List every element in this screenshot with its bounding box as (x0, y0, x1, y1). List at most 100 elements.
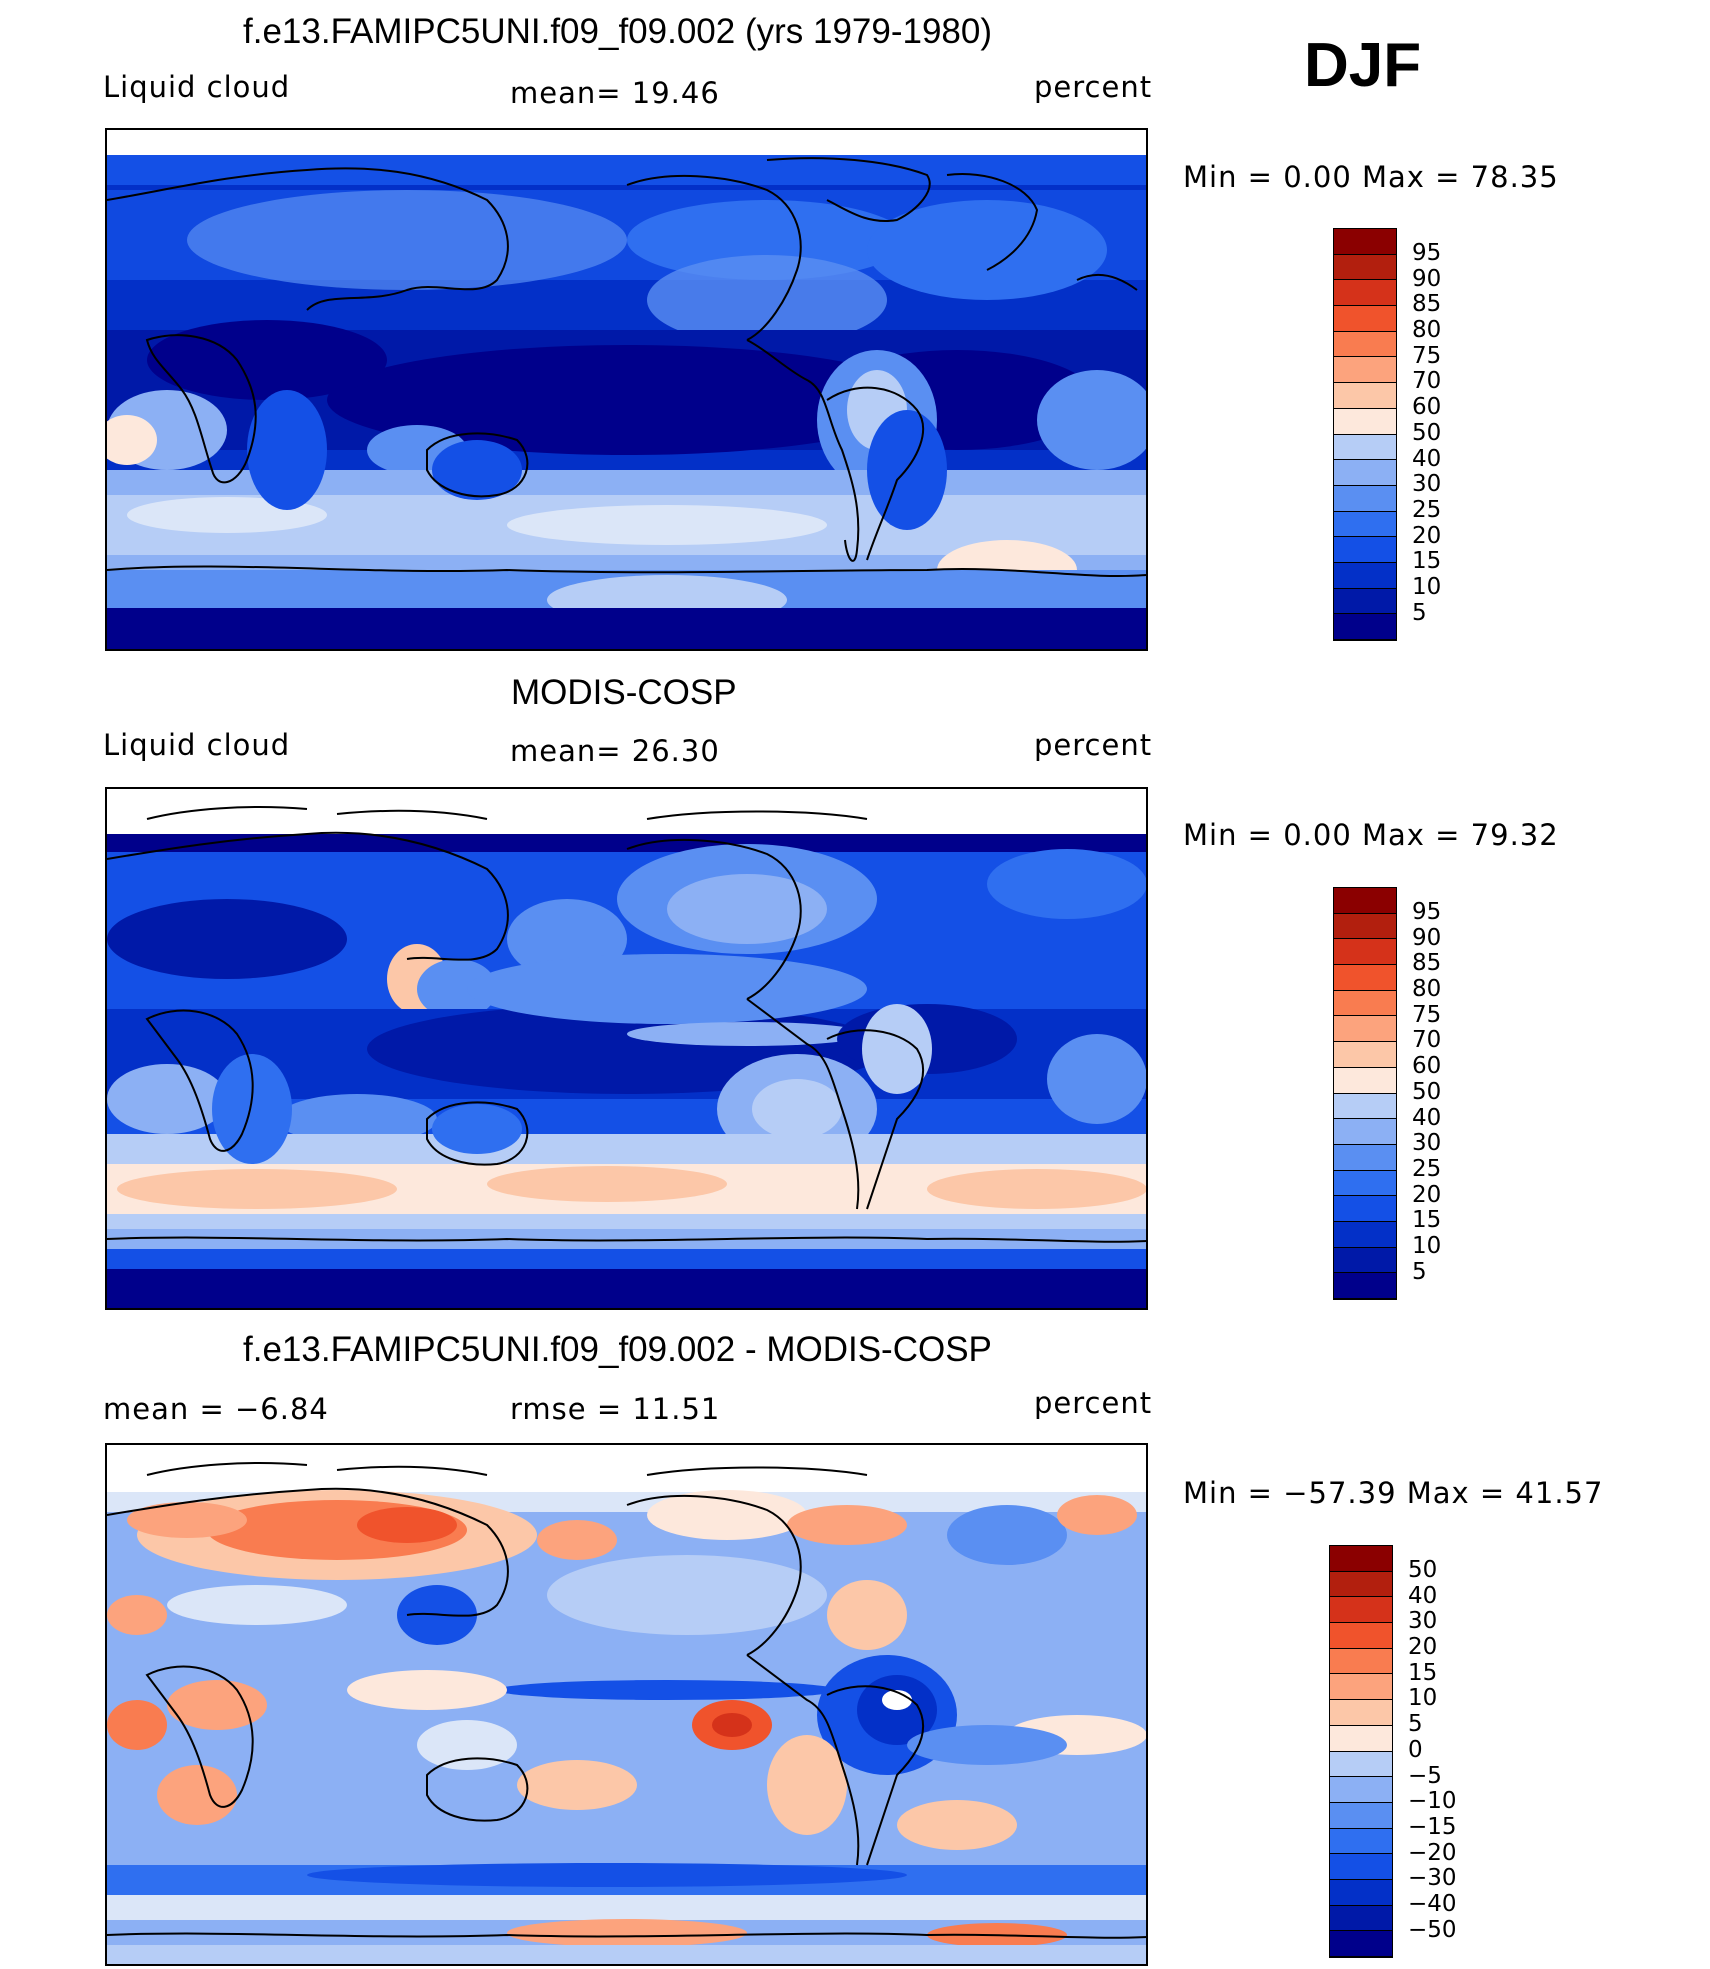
panel-1-map-field (107, 130, 1146, 649)
colorbar-swatch (1330, 1700, 1392, 1726)
colorbar-tick-label: 70 (1412, 1027, 1442, 1054)
colorbar-tick-label: 25 (1412, 1155, 1442, 1182)
colorbar-tick-label: 60 (1412, 1053, 1442, 1080)
colorbar-tick-label: 80 (1412, 317, 1442, 344)
panel-1-variable-label: Liquid cloud (103, 70, 291, 104)
colorbar-swatch (1334, 1170, 1396, 1197)
colorbar-swatch (1330, 1674, 1392, 1701)
colorbar-swatch (1334, 888, 1396, 914)
colorbar-swatch (1334, 913, 1396, 940)
panel-1-colorbar-ticks: 95 90 85 80 75 70 60 50 40 30 25 20 15 10 5 (1412, 240, 1492, 642)
colorbar-tick-label: −5 (1408, 1762, 1442, 1789)
colorbar-swatch (1330, 1905, 1392, 1932)
colorbar-swatch (1334, 229, 1396, 255)
colorbar-tick-label: 85 (1412, 291, 1442, 318)
colorbar-swatch (1334, 939, 1396, 966)
panel-3-rmse-label: rmse = 11.51 (510, 1392, 721, 1426)
colorbar-swatch (1334, 408, 1396, 435)
colorbar-swatch (1330, 1828, 1392, 1855)
colorbar-tick-label: 5 (1408, 1711, 1423, 1738)
panel-2-colorbar-ticks: 95 90 85 80 75 70 60 50 40 30 25 20 15 10 5 (1412, 899, 1492, 1301)
panel-3-title: f.e13.FAMIPC5UNI.f09_f09.002 - MODIS-COS… (243, 1330, 992, 1369)
colorbar-swatch (1330, 1571, 1392, 1598)
colorbar-tick-label: 50 (1412, 1078, 1442, 1105)
colorbar-swatch (1330, 1777, 1392, 1803)
colorbar-tick-label: 30 (1408, 1608, 1438, 1635)
panel-1-minmax: Min = 0.00 Max = 78.35 (1183, 160, 1559, 194)
panel-3-map (105, 1443, 1148, 1966)
colorbar-swatch (1330, 1597, 1392, 1624)
colorbar-tick-label: 20 (1412, 1181, 1442, 1208)
colorbar-tick-label: 15 (1412, 1207, 1442, 1234)
colorbar-tick-label: 40 (1412, 1104, 1442, 1131)
colorbar-tick-label: 75 (1412, 1001, 1442, 1028)
colorbar-tick-label: −50 (1408, 1916, 1457, 1943)
panel-1-units-label: percent (1034, 70, 1153, 104)
panel-2-units-label: percent (1034, 728, 1153, 762)
colorbar-swatch (1330, 1546, 1392, 1572)
colorbar-swatch (1330, 1931, 1392, 1957)
panel-2-map-field (107, 789, 1146, 1308)
panel-3-mean-label: mean = −6.84 (103, 1392, 329, 1426)
colorbar-swatch (1334, 1119, 1396, 1145)
colorbar-tick-label: 95 (1412, 240, 1442, 266)
colorbar-tick-label: 10 (1412, 1232, 1442, 1259)
colorbar-swatch (1334, 331, 1396, 358)
colorbar-tick-label: 40 (1408, 1582, 1438, 1609)
colorbar-swatch (1334, 614, 1396, 640)
colorbar-tick-label: 80 (1412, 976, 1442, 1003)
colorbar-tick-label: 90 (1412, 265, 1442, 292)
colorbar-swatch (1334, 1221, 1396, 1248)
colorbar-swatch (1330, 1751, 1392, 1778)
colorbar-swatch (1334, 1196, 1396, 1222)
colorbar-swatch (1334, 1093, 1396, 1120)
colorbar-tick-label: 30 (1412, 471, 1442, 498)
colorbar-tick-label: −15 (1408, 1813, 1457, 1840)
panel-3-colorbar-ticks: 50 40 30 20 15 10 5 0 −5 −10 −15 −20 −30 −40 −50 (1408, 1557, 1498, 1959)
colorbar-tick-label: 15 (1412, 548, 1442, 575)
colorbar-swatch (1330, 1648, 1392, 1675)
colorbar-tick-label: −30 (1408, 1865, 1457, 1892)
colorbar-swatch (1334, 1273, 1396, 1299)
colorbar-swatch (1334, 1016, 1396, 1043)
colorbar-tick-label: 10 (1412, 573, 1442, 600)
colorbar-swatch (1330, 1623, 1392, 1649)
panel-2-minmax: Min = 0.00 Max = 79.32 (1183, 818, 1559, 852)
colorbar-tick-label: 5 (1412, 1258, 1427, 1285)
colorbar-tick-label: 95 (1412, 899, 1442, 925)
colorbar-tick-label: 75 (1412, 342, 1442, 369)
panel-2-map (105, 787, 1148, 1310)
panel-1-mean-label: mean= 19.46 (510, 76, 720, 110)
colorbar-swatch (1334, 434, 1396, 461)
colorbar-swatch (1330, 1854, 1392, 1880)
colorbar-tick-label: −20 (1408, 1839, 1457, 1866)
colorbar-swatch (1334, 511, 1396, 538)
panel-3-minmax: Min = −57.39 Max = 41.57 (1183, 1476, 1604, 1510)
colorbar-tick-label: 40 (1412, 445, 1442, 472)
colorbar-tick-label: 60 (1412, 394, 1442, 421)
colorbar-tick-label: 70 (1412, 368, 1442, 395)
colorbar-swatch (1334, 562, 1396, 589)
colorbar-swatch (1334, 383, 1396, 409)
colorbar-tick-label: 20 (1412, 522, 1442, 549)
colorbar-tick-label: 15 (1408, 1659, 1438, 1686)
colorbar-swatch (1334, 460, 1396, 486)
panel-3-map-field (107, 1445, 1146, 1964)
colorbar-tick-label: 50 (1408, 1557, 1438, 1583)
panel-1-title: f.e13.FAMIPC5UNI.f09_f09.002 (yrs 1979-1… (243, 12, 993, 51)
colorbar-tick-label: 50 (1412, 419, 1442, 446)
colorbar-swatch (1330, 1879, 1392, 1906)
colorbar-tick-label: 5 (1412, 599, 1427, 626)
colorbar-tick-label: 20 (1408, 1634, 1438, 1661)
colorbar-tick-label: 85 (1412, 950, 1442, 977)
colorbar-swatch (1334, 990, 1396, 1017)
colorbar-tick-label: −40 (1408, 1890, 1457, 1917)
panel-1-map (105, 128, 1148, 651)
colorbar-swatch (1334, 1067, 1396, 1094)
panel-3-units-label: percent (1034, 1386, 1153, 1420)
colorbar-swatch (1334, 485, 1396, 512)
colorbar-tick-label: 90 (1412, 924, 1442, 951)
colorbar-swatch (1334, 537, 1396, 563)
panel-2-mean-label: mean= 26.30 (510, 734, 720, 768)
colorbar-tick-label: 25 (1412, 496, 1442, 523)
